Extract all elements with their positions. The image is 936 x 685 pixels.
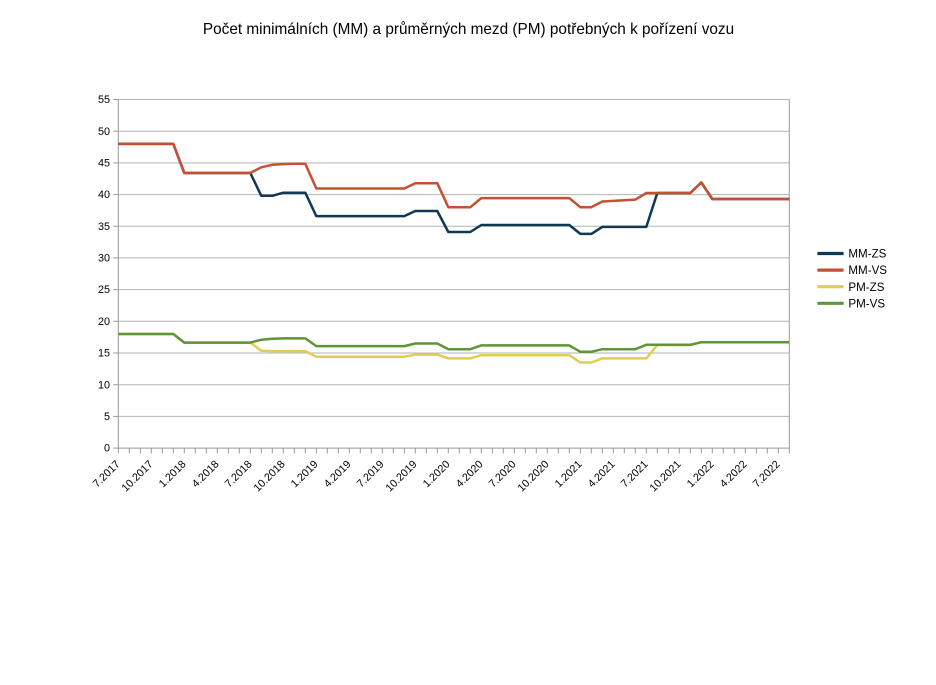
svg-text:5: 5	[104, 411, 110, 423]
svg-text:20: 20	[98, 316, 110, 328]
svg-text:PM-ZS: PM-ZS	[848, 281, 884, 294]
svg-text:35: 35	[98, 221, 110, 233]
svg-text:Počet minimálních (MM) a průmě: Počet minimálních (MM) a průměrných mezd…	[203, 21, 734, 38]
svg-text:10: 10	[98, 379, 110, 391]
svg-text:45: 45	[98, 158, 110, 170]
svg-text:55: 55	[98, 94, 110, 106]
svg-text:40: 40	[98, 189, 110, 201]
svg-text:MM-ZS: MM-ZS	[848, 248, 886, 261]
svg-text:0: 0	[104, 443, 110, 455]
svg-text:PM-VS: PM-VS	[848, 297, 885, 310]
svg-text:30: 30	[98, 253, 110, 265]
svg-text:MM-VS: MM-VS	[848, 264, 887, 277]
svg-text:25: 25	[98, 284, 110, 296]
svg-text:15: 15	[98, 348, 110, 360]
svg-text:50: 50	[98, 126, 110, 138]
